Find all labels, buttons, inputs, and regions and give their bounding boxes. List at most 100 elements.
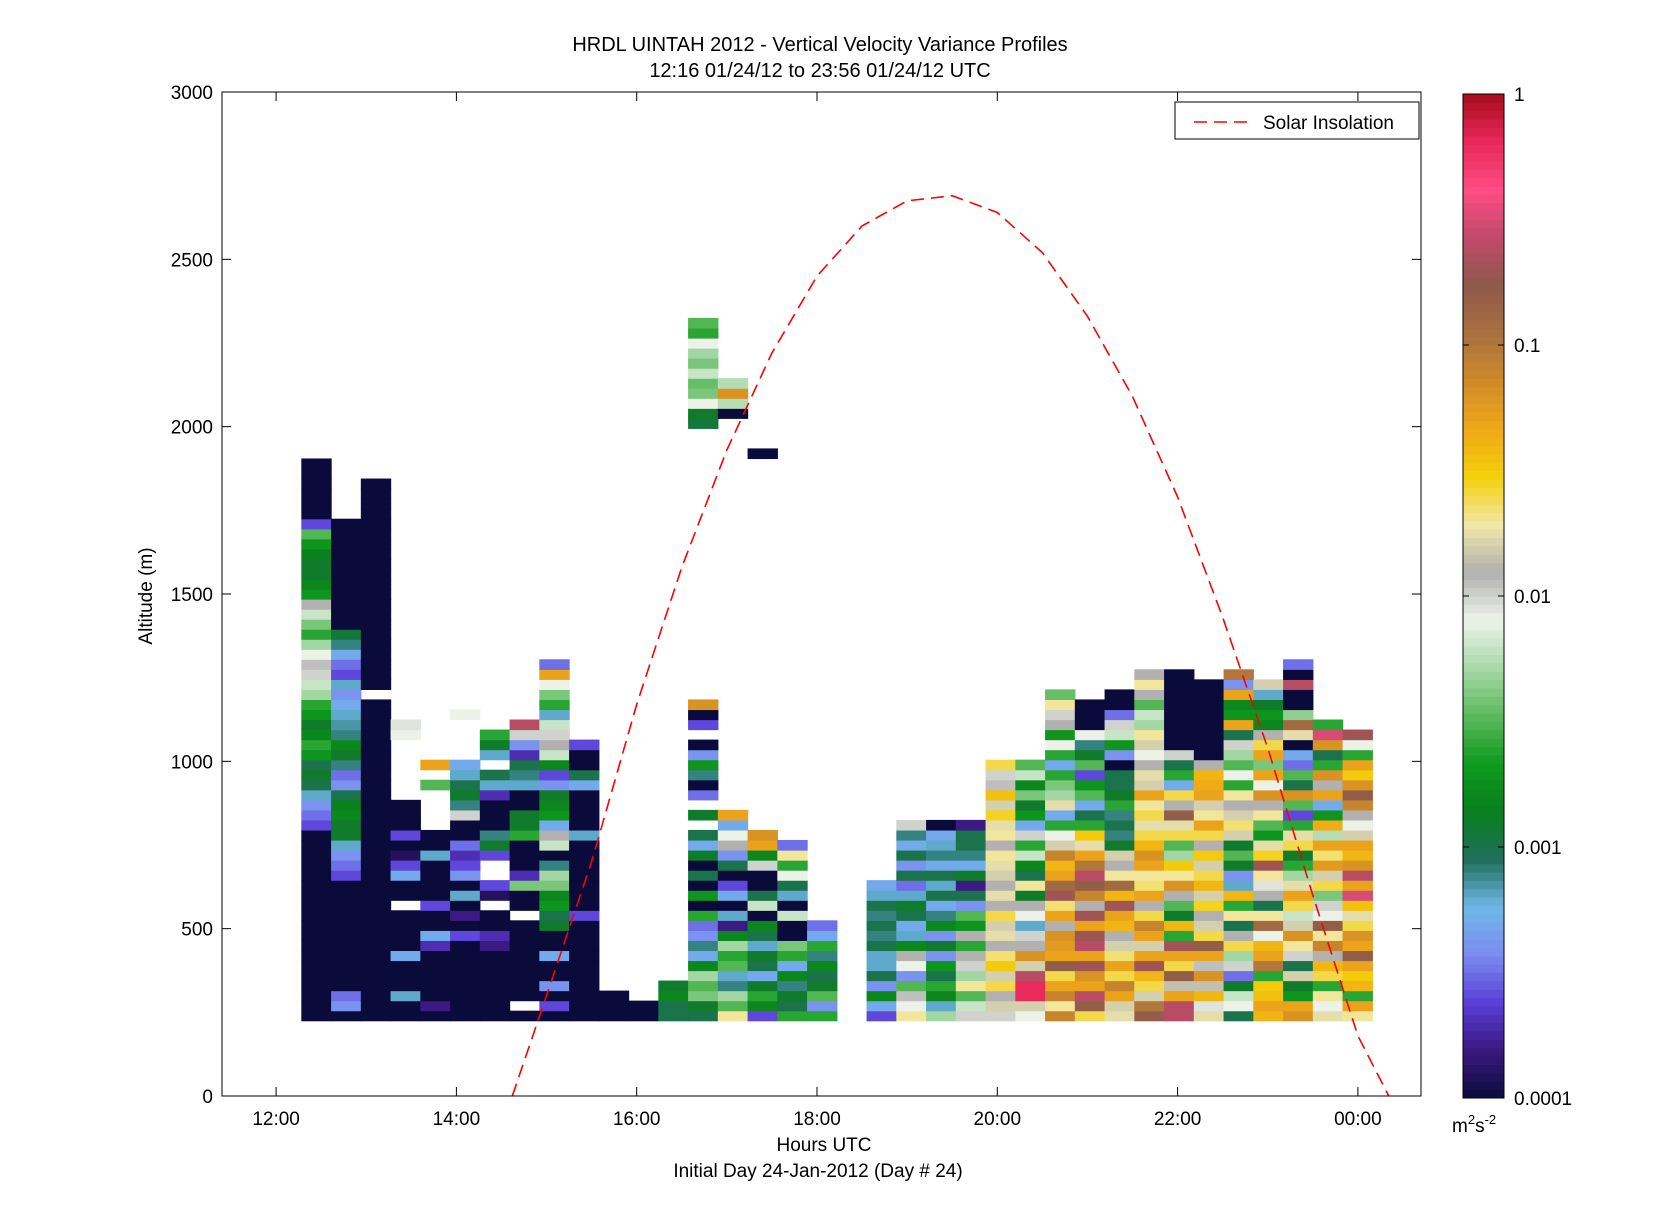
heatmap-cell: [569, 829, 600, 841]
heatmap-cell: [450, 850, 481, 861]
colorbar-swatch: [1463, 997, 1504, 1007]
heatmap-cell: [1015, 829, 1046, 841]
heatmap-cell: [360, 619, 392, 630]
heatmap-cell: [479, 850, 511, 861]
heatmap-cell: [688, 960, 719, 972]
colorbar-swatch: [1463, 763, 1504, 773]
colorbar-swatch: [1463, 972, 1504, 982]
heatmap-cell: [509, 960, 540, 972]
heatmap-cell: [331, 799, 362, 811]
heatmap-cell: [450, 799, 481, 811]
heatmap-cell: [539, 970, 570, 982]
heatmap-cell: [539, 880, 570, 891]
colorbar-swatch: [1463, 922, 1504, 932]
heatmap-cell: [955, 1000, 987, 1012]
heatmap-cell: [985, 990, 1016, 1002]
heatmap-cell: [360, 850, 392, 861]
heatmap-cell: [688, 850, 719, 861]
colorbar-swatch: [1463, 202, 1504, 212]
heatmap-cell: [1104, 759, 1135, 771]
colorbar-swatch: [1463, 462, 1504, 471]
colorbar-swatch: [1463, 813, 1504, 823]
colorbar-swatch: [1463, 1005, 1504, 1015]
heatmap-cell: [985, 870, 1016, 881]
heatmap-cell: [301, 538, 332, 550]
heatmap-cell: [301, 1000, 332, 1012]
heatmap-cell: [1253, 749, 1284, 761]
heatmap-cell: [360, 478, 392, 490]
heatmap-cell: [1134, 950, 1165, 962]
heatmap-cell: [1223, 669, 1254, 680]
heatmap-cell: [420, 930, 451, 941]
heatmap-cell: [1193, 900, 1225, 911]
heatmap-cell: [1164, 749, 1195, 761]
heatmap-cell: [301, 679, 332, 690]
heatmap-cell: [1342, 749, 1373, 761]
colorbar-unit: m2s-2: [1452, 1112, 1496, 1137]
heatmap-cell: [390, 930, 421, 941]
colorbar-tick-label: 1: [1514, 85, 1525, 106]
heatmap-cell: [1104, 880, 1135, 891]
heatmap-cell: [985, 970, 1016, 982]
heatmap-cell: [688, 970, 719, 982]
heatmap-cell: [1074, 850, 1106, 861]
heatmap-cell: [1283, 920, 1314, 931]
heatmap-cell: [479, 769, 511, 781]
heatmap-cell: [717, 910, 749, 921]
heatmap-cell: [331, 528, 362, 540]
heatmap-cell: [628, 1010, 659, 1022]
heatmap-cell: [301, 900, 332, 911]
heatmap-cell: [569, 910, 600, 921]
colorbar-swatch: [1463, 361, 1504, 371]
heatmap-cell: [1045, 779, 1076, 791]
heatmap-cell: [1134, 749, 1165, 761]
heatmap-cell: [1074, 1010, 1106, 1022]
heatmap-cell: [1253, 850, 1284, 861]
heatmap-cell: [1104, 900, 1135, 911]
heatmap-cell: [301, 769, 332, 781]
colorbar-swatch: [1463, 754, 1504, 764]
heatmap-cell: [1223, 679, 1254, 690]
colorbar-swatch: [1463, 487, 1504, 497]
heatmap-cell: [331, 950, 362, 962]
legend-box: [1174, 101, 1420, 140]
x-axis: 12:00 14:00 16:00 18:00 20:00 22:00 00:00: [252, 92, 1382, 1130]
heatmap-cell: [688, 418, 719, 429]
colorbar-swatch: [1463, 370, 1504, 379]
heatmap-cell: [866, 980, 897, 992]
heatmap-cell: [598, 990, 630, 1002]
heatmap-cell: [1342, 910, 1373, 921]
heatmap-cell: [1104, 699, 1135, 711]
heatmap-cell: [1312, 1010, 1344, 1022]
heatmap-cell: [1045, 699, 1076, 711]
heatmap-cell: [1074, 920, 1106, 931]
heatmap-cell: [1015, 940, 1046, 952]
heatmap-cell: [390, 890, 421, 901]
x-tick-label: 20:00: [974, 1109, 1022, 1130]
colorbar-swatch: [1463, 729, 1504, 739]
heatmap-cell: [1342, 799, 1373, 811]
heatmap-cell: [926, 850, 957, 861]
heatmap-cell: [955, 900, 987, 911]
heatmap-cell: [717, 829, 749, 841]
heatmap-cell: [1283, 1000, 1314, 1012]
heatmap-cell: [331, 759, 362, 771]
heatmap-cell: [896, 829, 927, 841]
heatmap-cell: [509, 900, 540, 911]
heatmap-cell: [1253, 920, 1284, 931]
heatmap-cell: [450, 839, 481, 851]
heatmap-cell: [1193, 1000, 1225, 1012]
heatmap-cell: [1193, 689, 1225, 701]
colorbar-swatch: [1463, 1014, 1504, 1024]
heatmap-cell: [1223, 759, 1254, 771]
heatmap-cell: [539, 779, 570, 791]
heatmap-cell: [331, 588, 362, 600]
heatmap-cell: [896, 980, 927, 992]
heatmap-cell: [926, 980, 957, 992]
heatmap-cell: [539, 1000, 570, 1012]
heatmap-cell: [1104, 930, 1135, 941]
heatmap-cell: [360, 1010, 392, 1022]
colorbar-swatch: [1463, 94, 1504, 103]
heatmap-cell: [301, 739, 332, 751]
colorbar-swatch: [1463, 989, 1504, 999]
